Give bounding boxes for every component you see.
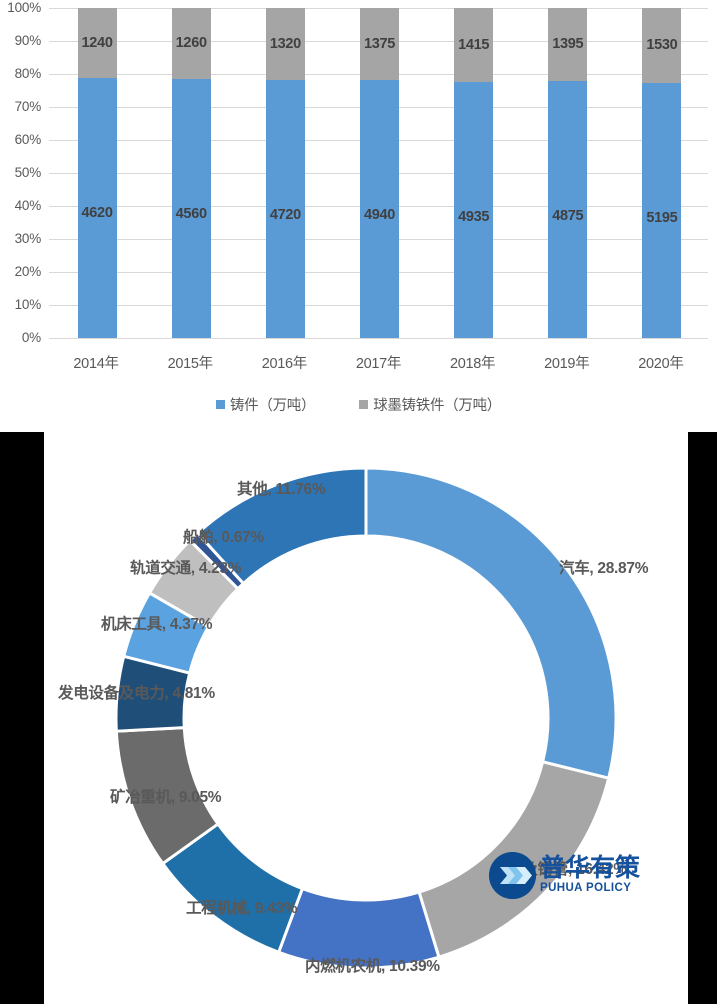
bar-segment-castings[interactable]: 4935	[454, 81, 494, 338]
bar-segment-ductile-iron[interactable]: 1260	[171, 8, 211, 80]
bar-column[interactable]: 1530 5195	[642, 8, 682, 338]
legend-item[interactable]: 球墨铸铁件（万吨）	[359, 394, 501, 415]
bar-value-label: 1375	[363, 35, 396, 52]
doughnut-slice[interactable]	[195, 466, 368, 586]
stacked-bar-chart: 0% 10% 20% 30% 40% 50% 60% 70% 80% 90% 100% 1240 46…	[0, 0, 717, 432]
slice-data-label: 其他, 11.76%	[237, 481, 326, 498]
y-axis-tick-label: 20%	[14, 264, 42, 279]
bar-value-label: 5195	[646, 210, 678, 227]
watermark: 普华有策 PUHUA POLICY	[489, 852, 640, 899]
bar-segment-castings[interactable]: 4560	[171, 79, 211, 338]
x-axis-tick-label: 2014年	[73, 356, 119, 372]
bar-segment-ductile-iron[interactable]: 1375	[360, 8, 399, 80]
y-axis-tick-label: 50%	[14, 165, 42, 180]
bar-value-label: 1260	[175, 35, 207, 52]
y-axis-tick-label: 10%	[14, 297, 42, 312]
gridline	[49, 338, 708, 339]
x-axis-tick-label: 2020年	[638, 356, 684, 372]
bar-column[interactable]: 1260 4560	[171, 8, 211, 338]
bar-value-label: 1240	[81, 34, 113, 51]
bar-column[interactable]: 1415 4935	[454, 8, 494, 338]
slice-data-label: 汽车, 28.87%	[559, 560, 649, 577]
bar-value-label: 4560	[175, 206, 207, 223]
slice-data-label: 轨道交通, 4.23%	[130, 560, 242, 577]
y-axis-tick-label: 90%	[14, 33, 42, 48]
legend-color-swatch	[215, 399, 225, 409]
slice-data-label: 内燃机农机, 10.39%	[305, 958, 440, 975]
doughnut-svg	[114, 466, 618, 970]
y-axis-tick-label: 100%	[7, 0, 41, 15]
bar-column[interactable]: 1320 4720	[265, 8, 305, 338]
bar-column[interactable]: 1240 4620	[77, 8, 117, 338]
bar-chart-columns: 1240 4620 1260 4560 1320 4720 1375 4940 1415 4935…	[49, 8, 708, 338]
bar-chart-y-axis: 0% 10% 20% 30% 40% 50% 60% 70% 80% 90% 100%	[0, 0, 44, 346]
legend-color-swatch	[359, 399, 369, 409]
bar-value-label: 1415	[458, 36, 490, 53]
bar-column[interactable]: 1395 4875	[548, 8, 588, 338]
bar-value-label: 1530	[646, 37, 678, 54]
legend-item[interactable]: 铸件（万吨）	[215, 394, 316, 415]
x-axis-tick-label: 2018年	[450, 356, 496, 372]
bar-segment-castings[interactable]: 4720	[265, 80, 305, 338]
y-axis-tick-label: 60%	[14, 132, 42, 147]
legend-label: 球墨铸铁件（万吨）	[373, 397, 501, 414]
x-axis-tick-label: 2015年	[167, 356, 214, 372]
bar-value-label: 4620	[81, 204, 113, 221]
legend-label: 铸件（万吨）	[229, 397, 316, 414]
bar-segment-ductile-iron[interactable]: 1530	[642, 8, 682, 84]
y-axis-tick-label: 70%	[14, 99, 42, 114]
bar-value-label: 4875	[552, 208, 584, 225]
bar-segment-ductile-iron[interactable]: 1240	[77, 8, 117, 78]
bar-chart-x-axis: 2014年 2015年 2016年 2017年 2018年 2019年 2020年	[49, 352, 708, 380]
bar-value-label: 4720	[269, 207, 301, 224]
x-axis-tick-label: 2017年	[355, 356, 402, 372]
bar-segment-ductile-iron[interactable]: 1415	[454, 8, 494, 82]
x-axis-tick-label: 2019年	[544, 356, 590, 372]
slice-data-label: 发电设备及电力, 4.81%	[58, 685, 215, 702]
bar-column[interactable]: 1375 4940	[360, 8, 399, 338]
puhua-logo-icon	[489, 852, 536, 899]
y-axis-tick-label: 80%	[14, 66, 42, 81]
doughnut-slice[interactable]	[276, 886, 441, 970]
slice-data-label: 船舶, 0.67%	[183, 529, 264, 546]
y-axis-tick-label: 0%	[21, 330, 41, 345]
bar-value-label: 1395	[552, 36, 584, 53]
watermark-cn: 普华有策	[540, 854, 641, 883]
watermark-en: PUHUA POLICY	[540, 882, 632, 895]
bar-segment-castings[interactable]: 4875	[548, 81, 588, 338]
y-axis-tick-label: 40%	[14, 198, 42, 213]
y-axis-tick-label: 30%	[14, 231, 42, 246]
doughnut-ring	[44, 432, 688, 1004]
slice-data-label: 工程机械, 9.43%	[186, 900, 298, 917]
bar-value-label: 4935	[458, 208, 490, 225]
doughnut-slice[interactable]	[364, 466, 618, 781]
bar-segment-castings[interactable]: 4940	[360, 79, 399, 338]
bar-value-label: 1320	[269, 35, 301, 52]
bar-segment-castings[interactable]: 5195	[642, 83, 682, 338]
doughnut-chart: 汽车, 28.87% 管道及铸管, 16.42% 内燃机农机, 10.39% 工程机械…	[0, 432, 717, 1004]
bar-value-label: 4940	[363, 206, 396, 223]
bar-segment-castings[interactable]: 4620	[77, 77, 117, 338]
bar-chart-legend: 铸件（万吨） 球墨铸铁件（万吨）	[0, 391, 717, 417]
slice-data-label: 机床工具, 4.37%	[101, 616, 213, 633]
x-axis-tick-label: 2016年	[261, 356, 308, 372]
right-black-margin	[688, 432, 717, 1004]
slice-data-label: 矿冶重机, 9.05%	[110, 789, 222, 806]
left-black-margin	[0, 432, 44, 1004]
bar-segment-ductile-iron[interactable]: 1395	[548, 8, 588, 82]
bar-segment-ductile-iron[interactable]: 1320	[265, 8, 305, 81]
